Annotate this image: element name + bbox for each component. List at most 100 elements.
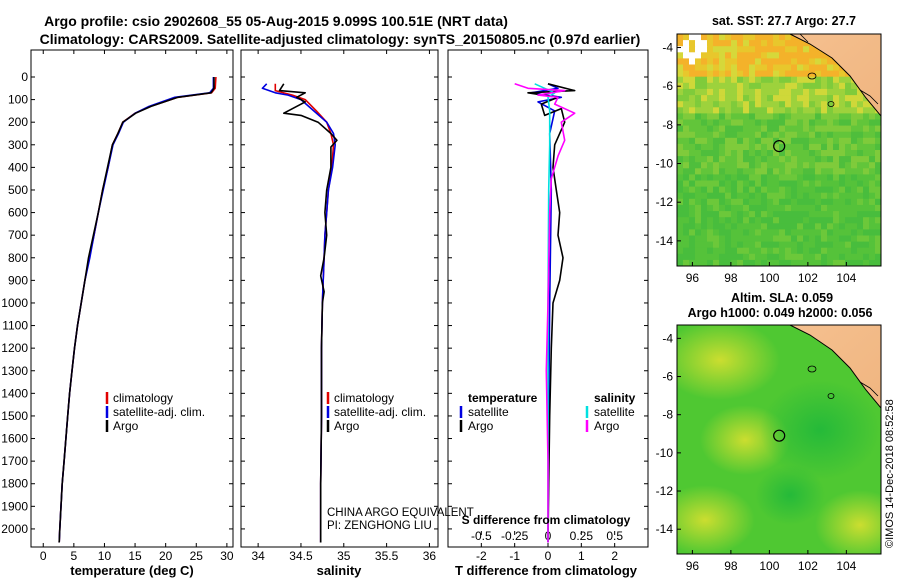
sst-cell <box>737 143 744 151</box>
sst-cell <box>683 168 690 175</box>
sst-cell <box>725 107 732 114</box>
sst-cell <box>821 52 828 59</box>
sst-cell <box>689 204 696 212</box>
sst-cell <box>785 40 792 47</box>
sst-cell <box>713 150 720 157</box>
sst-cell <box>761 82 768 90</box>
sst-cell <box>749 143 756 151</box>
sst-cell <box>797 204 804 212</box>
sst-cell <box>725 186 732 194</box>
sst-cell <box>707 174 714 181</box>
sst-cell <box>749 113 756 120</box>
sst-cell <box>821 156 828 163</box>
x-tick-label: 34 <box>251 549 265 563</box>
sst-cell <box>749 131 756 139</box>
sst-cell <box>821 259 828 266</box>
sst-cell <box>695 247 702 255</box>
sst-cell <box>785 70 792 78</box>
sst-cell <box>749 253 756 261</box>
sst-cell <box>737 113 744 120</box>
sst-cell <box>803 192 810 200</box>
sst-cell <box>737 253 744 261</box>
sst-cell <box>779 156 786 163</box>
sst-cell <box>761 217 768 224</box>
sst-cell <box>773 217 780 224</box>
sst-cell <box>815 52 822 59</box>
sst-cell <box>839 253 846 261</box>
sst-cell <box>839 143 846 151</box>
sst-cell <box>839 223 846 230</box>
coastline-detail <box>859 381 879 397</box>
sst-cell <box>809 223 816 230</box>
sst-cell <box>737 52 744 59</box>
sst-cell <box>707 70 714 78</box>
sst-cell <box>791 70 798 78</box>
sst-cell <box>707 162 714 169</box>
sst-cell <box>875 192 881 200</box>
sst-cell <box>713 34 720 41</box>
sst-cell <box>677 204 684 212</box>
depth-tick-label: 1600 <box>1 432 28 446</box>
sst-cell <box>785 88 792 96</box>
sst-cell <box>689 95 696 102</box>
sst-cell <box>755 95 762 102</box>
sst-cell <box>785 150 792 157</box>
sst-cell <box>791 192 798 200</box>
sst-cell <box>779 192 786 200</box>
sst-cell <box>833 107 840 114</box>
sst-cell <box>701 198 708 206</box>
sst-cell <box>731 82 738 90</box>
lat-tick-label: -14 <box>656 234 674 248</box>
sst-cell <box>797 107 804 114</box>
sst-cell <box>863 253 870 261</box>
sst-cell <box>869 131 876 139</box>
sst-cell <box>815 186 822 194</box>
sst-cell <box>749 125 756 133</box>
sst-cell <box>683 46 690 53</box>
sst-cell <box>785 235 792 242</box>
salinity-xlabel: salinity <box>317 563 363 578</box>
sst-cell <box>815 211 822 218</box>
sst-cell <box>779 217 786 224</box>
sst-cell <box>713 192 720 200</box>
sst-cell <box>809 241 816 249</box>
sst-cell <box>785 58 792 65</box>
sst-cell <box>839 156 846 163</box>
sst-cell <box>683 131 690 139</box>
sst-cell <box>719 40 726 47</box>
sst-cell <box>851 192 858 200</box>
sst-cell <box>749 46 756 53</box>
sst-cell <box>791 119 798 126</box>
series-line-satellite-adj-clim- <box>58 77 215 543</box>
sst-cell <box>689 137 696 145</box>
island-outline <box>807 365 817 373</box>
sst-cell <box>743 259 750 266</box>
sst-cell <box>845 186 852 194</box>
legend-title-temperature: temperature <box>468 391 538 405</box>
x-tick-label: 35 <box>337 549 351 563</box>
sst-cell <box>701 125 708 133</box>
sst-cell <box>845 137 852 145</box>
sst-cell <box>695 52 702 59</box>
sst-cell <box>773 229 780 236</box>
sst-cell <box>737 235 744 242</box>
sst-cell <box>755 180 762 187</box>
sst-cell <box>719 64 726 71</box>
sst-cell <box>785 52 792 59</box>
sst-cell <box>725 241 732 249</box>
sst-cell <box>869 235 876 242</box>
sst-cell <box>785 198 792 206</box>
sst-cell <box>707 198 714 206</box>
sst-cell <box>827 58 834 65</box>
sst-cell <box>767 88 774 96</box>
sst-cell <box>755 143 762 151</box>
sst-cell <box>749 259 756 266</box>
sst-cell <box>695 174 702 181</box>
sst-cell <box>869 253 876 261</box>
sst-cell <box>815 217 822 224</box>
sst-cell <box>713 40 720 47</box>
sst-cell <box>761 229 768 236</box>
sst-cell <box>683 204 690 212</box>
sla-map-title-line1: Altim. SLA: 0.059 <box>731 291 833 305</box>
sst-cell <box>803 95 810 102</box>
